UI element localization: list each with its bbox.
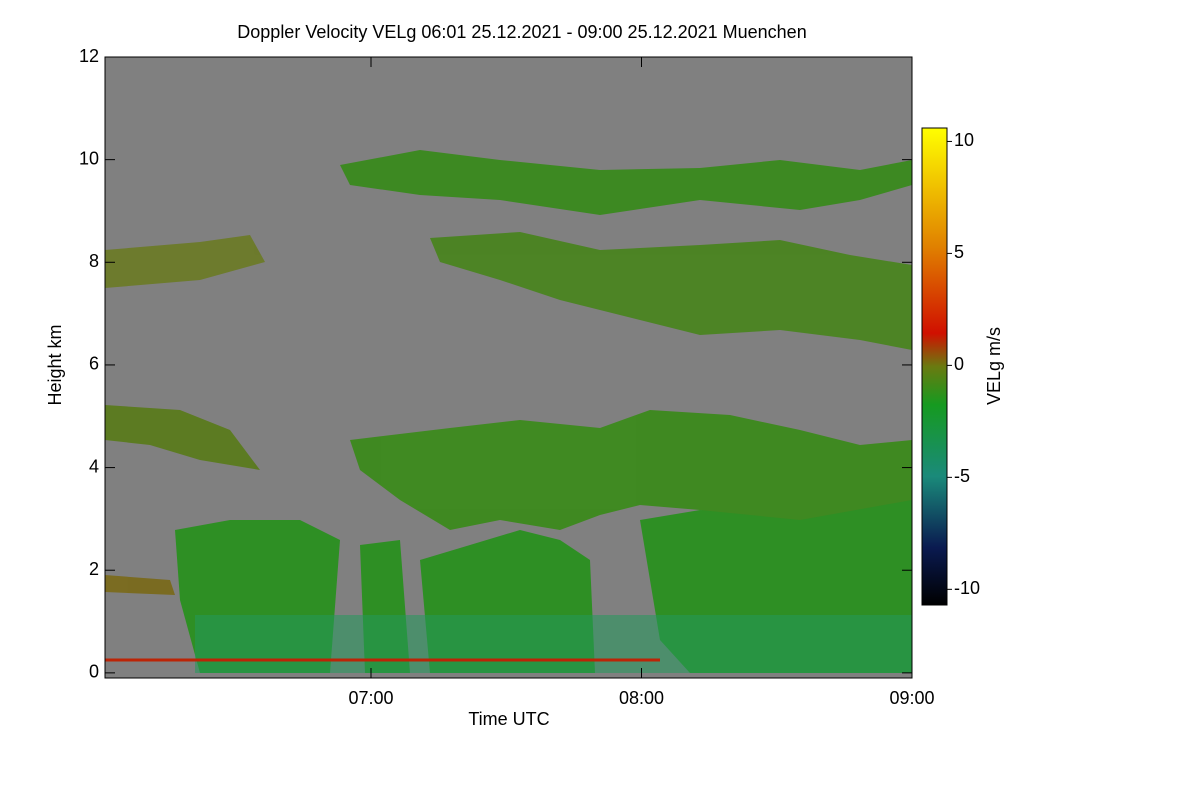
echo-region (105, 575, 175, 595)
echo-regions (105, 150, 912, 673)
colorbar-tick-label: -5 (954, 466, 970, 486)
colorbar-tick-label: -10 (954, 578, 980, 598)
x-tick-label: 08:00 (619, 688, 664, 708)
y-tick-label: 4 (89, 456, 99, 476)
y-tick-label: 6 (89, 354, 99, 374)
y-tick-label: 8 (89, 251, 99, 271)
plot-field (104, 56, 913, 679)
echo-region (350, 410, 912, 530)
y-tick-label: 10 (79, 148, 99, 168)
x-tick-label: 09:00 (889, 688, 934, 708)
echo-region (430, 232, 912, 350)
colorbar-tick-label: 10 (954, 130, 974, 150)
echo-region (195, 615, 912, 673)
y-tick-label: 12 (79, 46, 99, 66)
colorbar-tick-label: 0 (954, 354, 964, 374)
y-tick-label: 0 (89, 662, 99, 682)
y-tick-label: 2 (89, 559, 99, 579)
echo-region (105, 235, 265, 288)
x-tick-label: 07:00 (348, 688, 393, 708)
y-axis-label: Height km (45, 324, 65, 405)
colorbar-label: VELg m/s (984, 327, 1004, 405)
colorbar (921, 127, 948, 606)
chart-title: Doppler Velocity VELg 06:01 25.12.2021 -… (237, 22, 806, 42)
echo-region (340, 150, 912, 215)
echo-region (105, 405, 260, 470)
colorbar-tick-label: 5 (954, 242, 964, 262)
plot-frame (104, 56, 913, 679)
x-axis-label: Time UTC (468, 709, 549, 729)
